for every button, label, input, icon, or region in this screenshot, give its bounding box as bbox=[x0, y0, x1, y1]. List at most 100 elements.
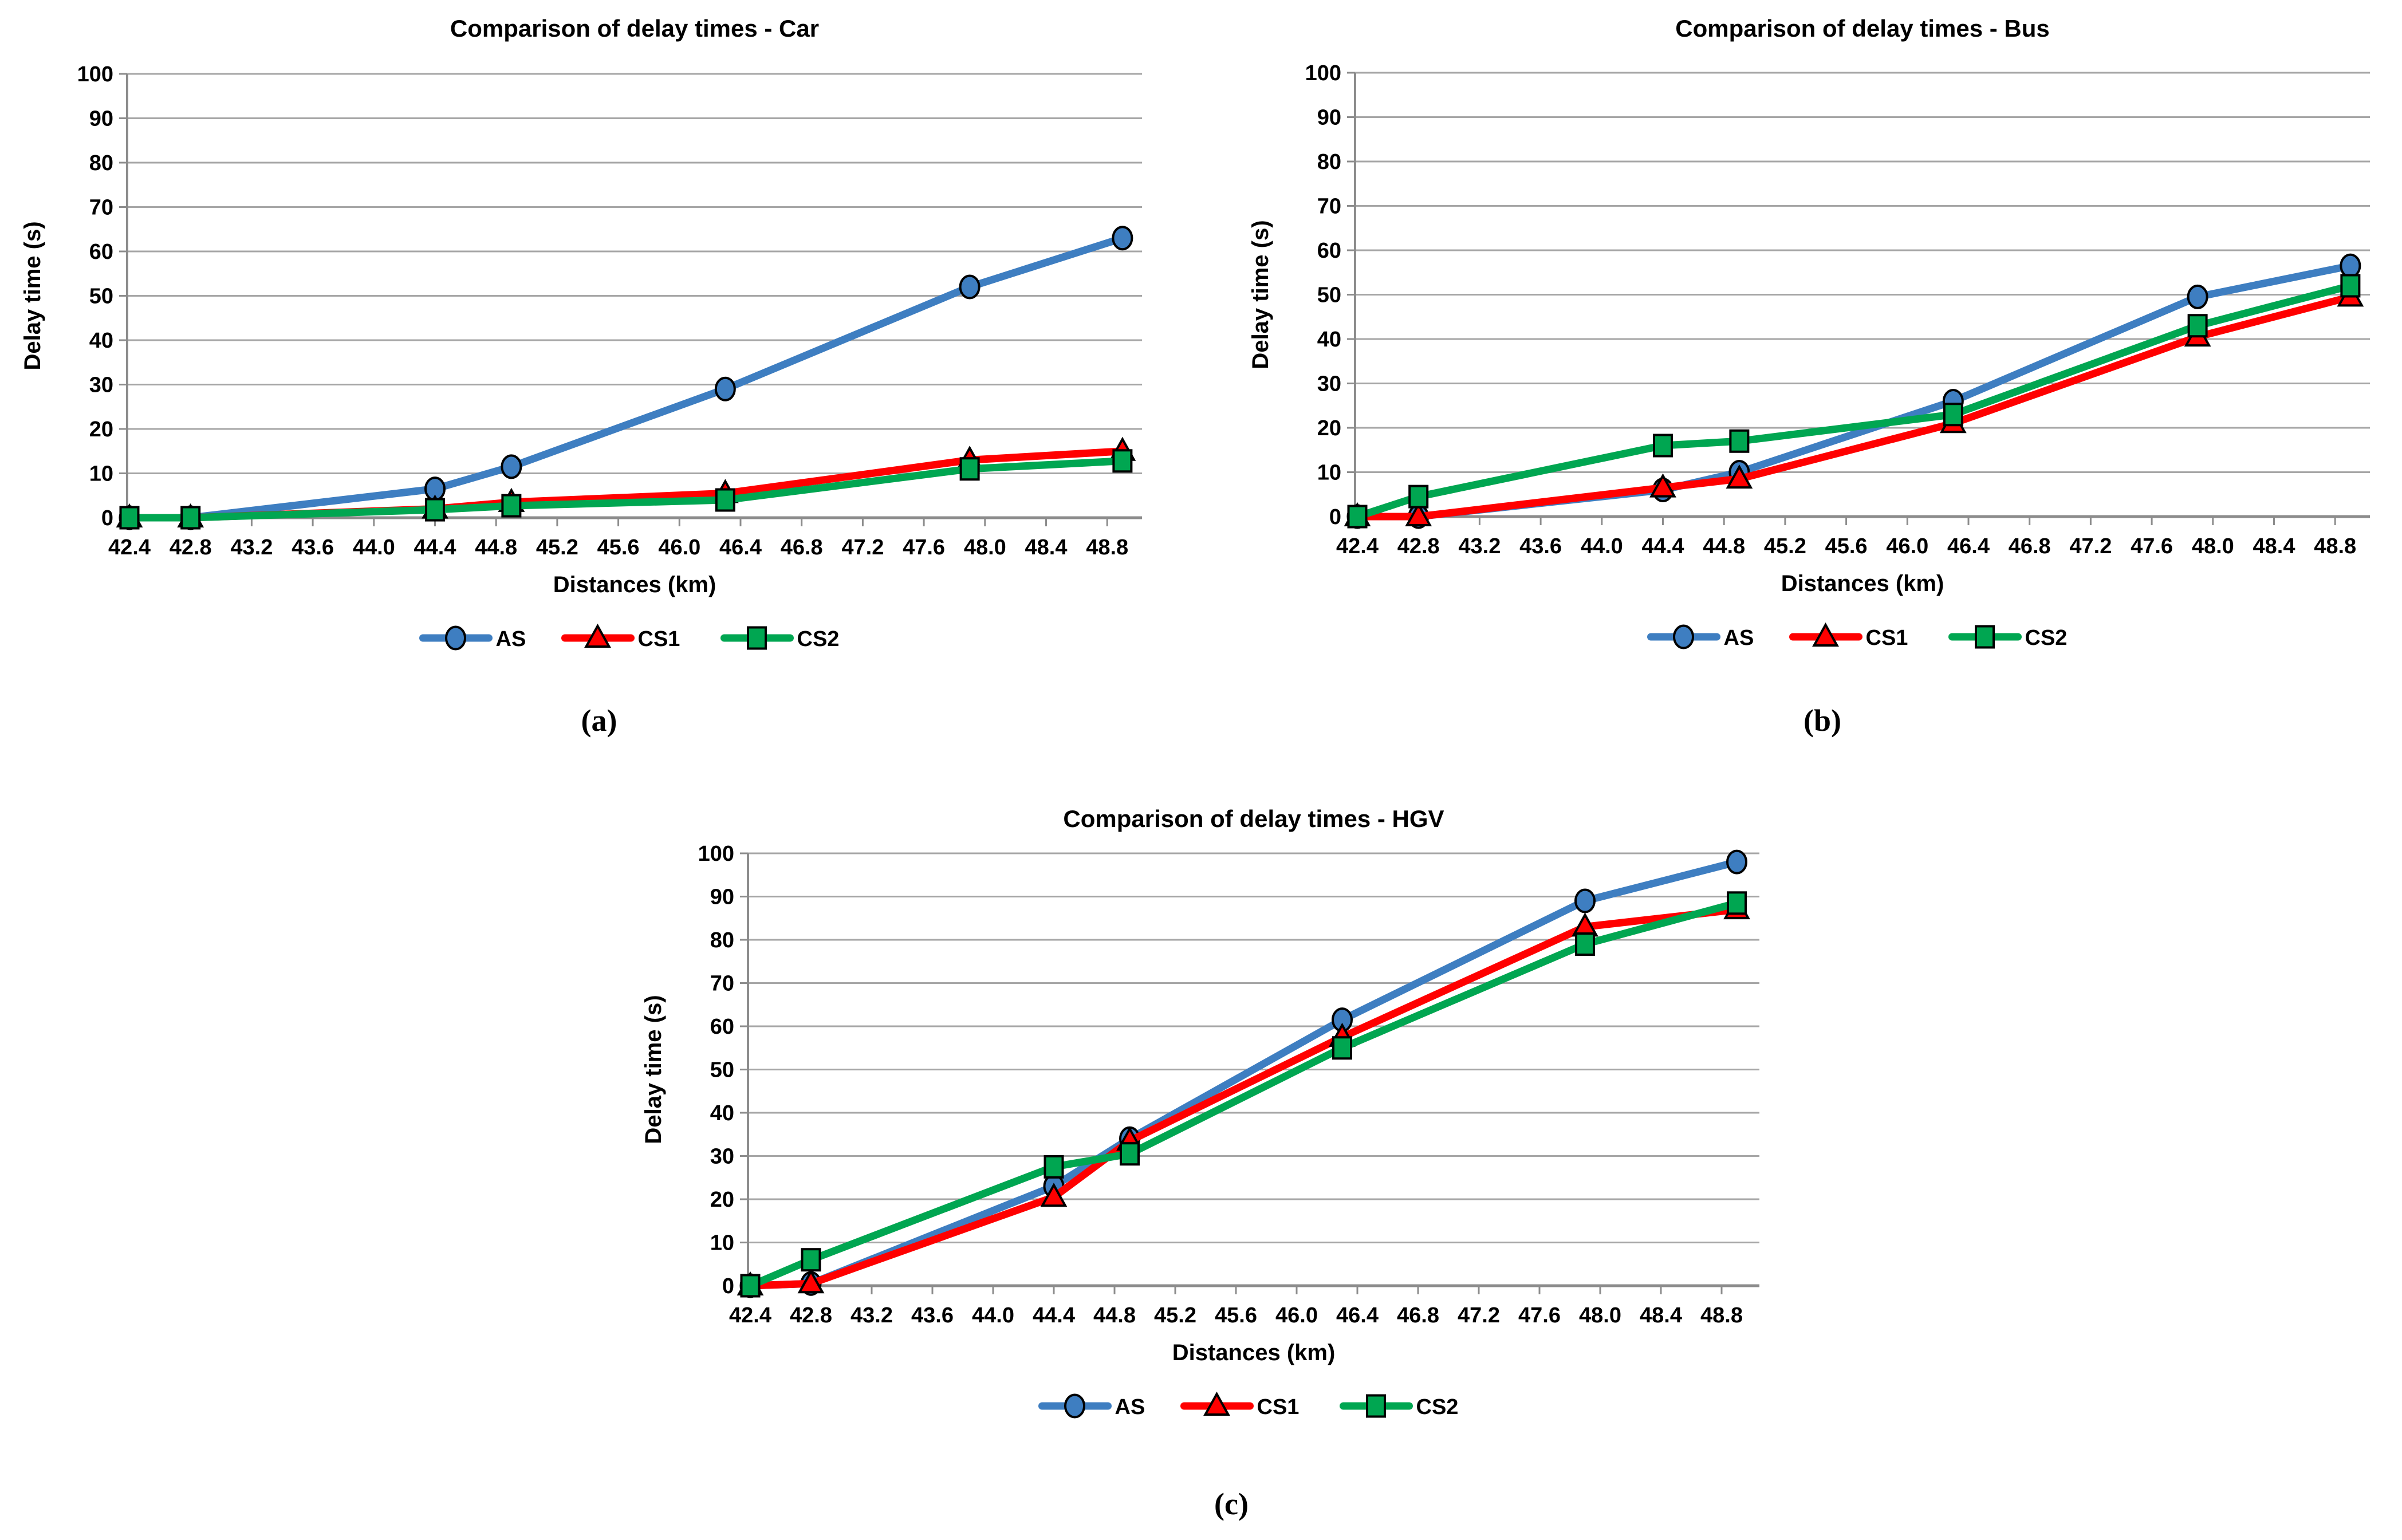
series-marker-CS2 bbox=[501, 494, 522, 518]
y-tick-label: 90 bbox=[710, 885, 734, 909]
x-axis-title: Distances (km) bbox=[1781, 571, 1944, 596]
x-tick-label: 46.4 bbox=[1947, 534, 1990, 558]
legend-marker-AS-icon bbox=[1673, 624, 1694, 649]
x-tick-label: 43.6 bbox=[292, 535, 334, 560]
series-marker-CS1 bbox=[1649, 473, 1676, 498]
legend: AS CS1 CS2 bbox=[419, 623, 840, 651]
legend-marker-CS1-icon bbox=[584, 623, 611, 648]
x-tick-label: 44.8 bbox=[1093, 1303, 1136, 1328]
y-tick-label: 80 bbox=[89, 151, 113, 175]
series-marker-AS bbox=[1112, 226, 1133, 251]
series-marker-CS2 bbox=[1653, 434, 1673, 458]
x-tick-label: 45.6 bbox=[597, 535, 640, 560]
x-tick-label: 48.8 bbox=[2314, 534, 2356, 558]
x-tick-label: 46.4 bbox=[719, 535, 762, 560]
y-tick-label: 20 bbox=[710, 1188, 734, 1212]
x-tick-label: 43.6 bbox=[911, 1303, 954, 1328]
chart-car: 0 10 20 30 40 50 60 70 80 90 100 42.4 42.8 43.2 43.6 44… bbox=[20, 15, 1142, 738]
chart-bus: 0 10 20 30 40 50 60 70 80 90 100 42.4 42.8 43.2 43.6 44… bbox=[1248, 15, 2370, 738]
subfigure-caption: (a) bbox=[581, 703, 617, 738]
x-tick-label: 44.4 bbox=[414, 535, 456, 560]
legend-label-CS2: CS2 bbox=[1416, 1395, 1459, 1419]
legend-label-CS2: CS2 bbox=[797, 627, 840, 651]
y-tick-label: 40 bbox=[1317, 328, 1341, 352]
series-marker-CS2 bbox=[1347, 505, 1368, 529]
y-tick-label: 30 bbox=[1317, 372, 1341, 396]
y-tick-label: 100 bbox=[698, 842, 734, 866]
x-tick-label: 42.8 bbox=[170, 535, 212, 560]
subfigure-caption: (c) bbox=[1214, 1487, 1249, 1521]
legend-label-AS: AS bbox=[496, 627, 526, 651]
x-tick-label: 42.8 bbox=[790, 1303, 832, 1328]
x-tick-label: 46.8 bbox=[781, 535, 823, 560]
subfigure-caption: (b) bbox=[1804, 703, 1841, 738]
legend-marker-CS1-icon bbox=[1812, 622, 1839, 647]
series-marker-AS bbox=[1574, 888, 1596, 913]
x-tick-label: 45.2 bbox=[1764, 534, 1806, 558]
x-tick-label: 47.6 bbox=[2131, 534, 2173, 558]
y-tick-label: 20 bbox=[1317, 416, 1341, 440]
y-tick-label: 60 bbox=[89, 240, 113, 264]
x-tick-label: 47.2 bbox=[2069, 534, 2112, 558]
x-tick-label: 44.4 bbox=[1642, 534, 1684, 558]
series-marker-CS2 bbox=[1408, 485, 1429, 509]
x-tick-label: 42.4 bbox=[729, 1303, 771, 1328]
series-marker-CS1 bbox=[797, 1269, 825, 1294]
y-tick-label: 0 bbox=[722, 1274, 734, 1298]
y-tick-label: 80 bbox=[710, 928, 734, 952]
series-marker-CS2 bbox=[1729, 429, 1750, 453]
x-tick-label: 44.0 bbox=[972, 1303, 1014, 1328]
legend-label-CS1: CS1 bbox=[638, 627, 680, 651]
x-tick-label: 48.0 bbox=[1579, 1303, 1621, 1328]
y-tick-label: 10 bbox=[89, 462, 113, 486]
legend-marker-AS-icon bbox=[445, 625, 466, 651]
x-tick-label: 48.8 bbox=[1700, 1303, 1743, 1328]
x-tick-label: 42.4 bbox=[1336, 534, 1379, 558]
x-tick-label: 44.8 bbox=[475, 535, 517, 560]
x-tick-label: 46.0 bbox=[1275, 1303, 1318, 1328]
legend-label-CS2: CS2 bbox=[2025, 626, 2068, 650]
legend-marker-CS2-icon bbox=[1975, 625, 1995, 649]
y-tick-label: 10 bbox=[710, 1231, 734, 1255]
x-tick-label: 46.8 bbox=[2009, 534, 2051, 558]
y-tick-label: 40 bbox=[710, 1101, 734, 1125]
legend-label-CS1: CS1 bbox=[1866, 626, 1908, 650]
series-marker-CS2 bbox=[1575, 932, 1595, 956]
x-tick-label: 46.4 bbox=[1336, 1303, 1379, 1328]
x-tick-label: 47.6 bbox=[903, 535, 945, 560]
y-tick-label: 0 bbox=[1329, 505, 1341, 529]
y-tick-label: 50 bbox=[710, 1058, 734, 1082]
series-line-CS2 bbox=[746, 899, 1741, 1290]
x-tick-label: 47.2 bbox=[1458, 1303, 1500, 1328]
series-marker-CS1 bbox=[1726, 464, 1753, 489]
y-tick-label: 100 bbox=[1305, 61, 1341, 85]
series-marker-AS bbox=[1726, 849, 1747, 875]
series-marker-CS2 bbox=[119, 506, 140, 530]
chart-title: Comparison of delay times - Car bbox=[450, 15, 819, 42]
y-tick-label: 60 bbox=[710, 1015, 734, 1039]
chart-title: Comparison of delay times - Bus bbox=[1675, 15, 2049, 42]
x-tick-label: 42.8 bbox=[1397, 534, 1440, 558]
x-axis-title: Distances (km) bbox=[553, 572, 716, 597]
y-tick-label: 70 bbox=[710, 972, 734, 996]
y-tick-label: 30 bbox=[710, 1145, 734, 1169]
chart-title: Comparison of delay times - HGV bbox=[1063, 805, 1444, 832]
series-marker-AS bbox=[501, 454, 522, 479]
series-marker-CS2 bbox=[180, 506, 201, 530]
x-tick-label: 48.0 bbox=[2192, 534, 2234, 558]
y-tick-label: 50 bbox=[1317, 283, 1341, 308]
x-tick-label: 45.6 bbox=[1215, 1303, 1257, 1328]
x-tick-label: 44.0 bbox=[353, 535, 395, 560]
y-tick-label: 30 bbox=[89, 373, 113, 397]
y-tick-label: 100 bbox=[77, 62, 113, 86]
legend: AS CS1 CS2 bbox=[1647, 622, 2068, 650]
series-marker-CS2 bbox=[740, 1274, 761, 1298]
series-marker-CS2 bbox=[715, 488, 735, 512]
y-tick-label: 70 bbox=[1317, 195, 1341, 219]
series-marker-CS2 bbox=[1120, 1142, 1140, 1166]
series-marker-CS2 bbox=[425, 498, 445, 522]
legend-label-CS1: CS1 bbox=[1257, 1395, 1300, 1419]
x-tick-label: 48.0 bbox=[964, 535, 1006, 560]
y-axis-title: Delay time (s) bbox=[1248, 220, 1273, 369]
